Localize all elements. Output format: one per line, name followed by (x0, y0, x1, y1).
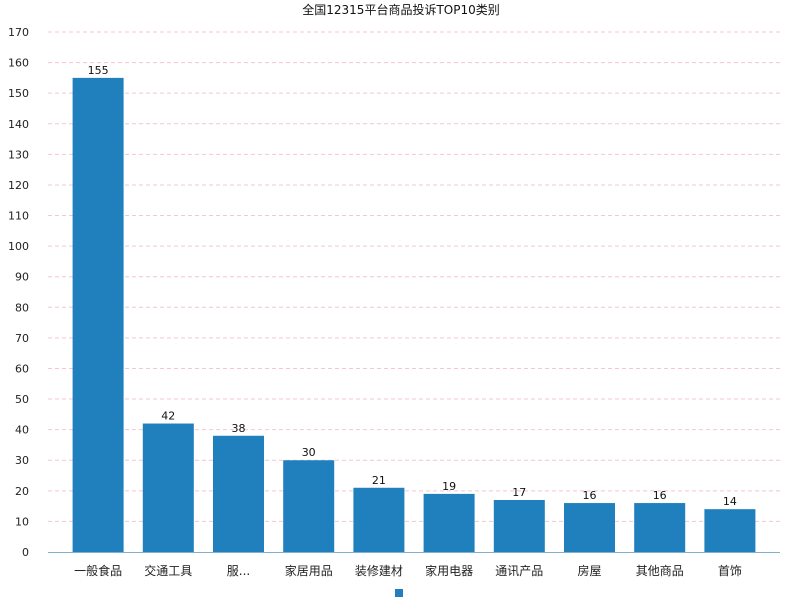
data-label: 17 (512, 486, 526, 499)
x-tick-label: 通讯产品 (495, 564, 543, 578)
x-tick-label: 房屋 (577, 563, 601, 578)
data-label: 38 (232, 422, 246, 435)
y-tick-label: 90 (15, 271, 29, 284)
data-label: 16 (583, 489, 597, 502)
data-label: 30 (302, 446, 316, 459)
y-tick-label: 60 (15, 362, 29, 375)
data-label: 21 (372, 474, 386, 487)
data-label: 16 (653, 489, 667, 502)
y-tick-label: 20 (15, 485, 29, 498)
y-tick-label: 10 (15, 515, 29, 528)
chart-title: 全国12315平台商品投诉TOP10类别 (302, 2, 499, 17)
data-label: 14 (723, 495, 737, 508)
bar[interactable] (353, 487, 405, 552)
x-tick-label: 首饰 (718, 564, 742, 578)
x-tick-label: 家居用品 (285, 563, 333, 578)
y-tick-label: 100 (8, 240, 29, 253)
data-label: 42 (161, 410, 175, 423)
bar[interactable] (564, 503, 615, 552)
gridlines (48, 31, 780, 522)
bar[interactable] (423, 493, 475, 552)
y-tick-label: 130 (8, 148, 29, 161)
x-tick-label: 一般食品 (74, 563, 122, 578)
bar[interactable] (213, 435, 264, 552)
y-tick-label: 80 (15, 301, 29, 314)
y-tick-label: 150 (8, 87, 29, 100)
data-label: 19 (442, 480, 456, 493)
legend-swatch[interactable] (395, 589, 403, 597)
y-tick-label: 70 (15, 332, 29, 345)
y-tick-label: 110 (8, 210, 29, 223)
bar[interactable] (634, 503, 686, 552)
y-tick-label: 0 (22, 546, 29, 559)
bar[interactable] (142, 423, 194, 552)
y-axis: 0 10 20 30 40 50 60 70 80 90 100 110 120 130 140 150 160… (8, 26, 29, 559)
y-tick-label: 120 (8, 179, 29, 192)
y-tick-label: 30 (15, 454, 29, 467)
x-axis: 一般食品 交通工具 服... 家居用品 装修建材 家用电器 通讯产品 房屋 其他商品 首饰 (48, 552, 780, 578)
y-tick-label: 160 (8, 57, 29, 70)
data-label: 155 (88, 64, 109, 77)
bar[interactable] (283, 460, 335, 552)
x-tick-label: 交通工具 (144, 563, 192, 578)
bar[interactable] (72, 77, 124, 552)
bar[interactable] (704, 509, 756, 552)
bars: 155 42 38 30 21 19 17 16 16 14 (72, 64, 756, 552)
bar[interactable] (493, 500, 545, 552)
y-tick-label: 140 (8, 118, 29, 131)
y-tick-label: 40 (15, 424, 29, 437)
y-tick-label: 170 (8, 26, 29, 39)
x-tick-label: 装修建材 (355, 563, 403, 578)
y-tick-label: 50 (15, 393, 29, 406)
x-tick-label: 其他商品 (636, 563, 684, 578)
x-tick-label: 家用电器 (425, 563, 473, 578)
x-tick-label: 服... (227, 564, 250, 578)
